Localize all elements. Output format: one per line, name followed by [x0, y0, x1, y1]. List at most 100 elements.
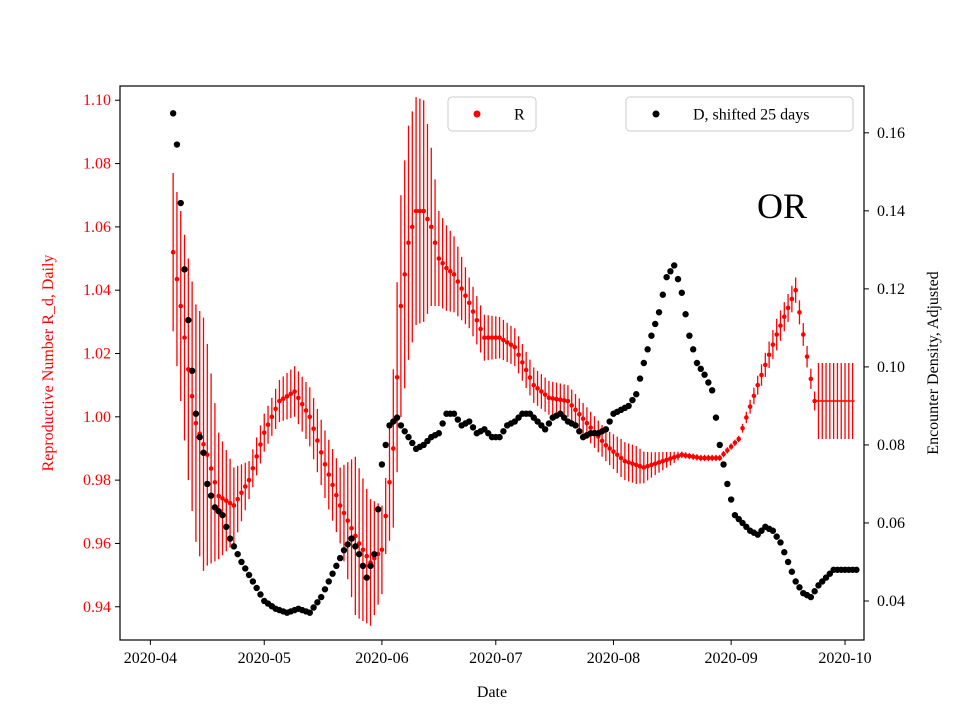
x-tick-label: 2020-07 — [469, 650, 522, 667]
d-point — [655, 309, 663, 316]
r-point — [721, 451, 726, 457]
d-point — [602, 426, 610, 433]
r-point — [580, 416, 586, 422]
x-tick-label: 2020-10 — [818, 650, 871, 667]
r-point — [345, 518, 351, 523]
r-point — [683, 453, 688, 458]
r-point — [398, 303, 404, 309]
d-point — [439, 420, 446, 427]
r-point — [246, 477, 252, 483]
d-point — [633, 391, 640, 398]
y-left-tick-label: 1.00 — [83, 409, 111, 426]
y-left-tick-label: 1.06 — [83, 219, 111, 236]
r-point — [702, 455, 707, 461]
r-point — [668, 456, 673, 461]
d-point — [405, 433, 412, 441]
r-point — [478, 326, 483, 332]
r-point — [725, 448, 730, 453]
d-point — [781, 549, 788, 556]
r-point — [360, 547, 366, 553]
r-point — [573, 407, 578, 413]
d-point — [576, 428, 583, 435]
d-point — [769, 527, 777, 534]
d-point — [606, 418, 613, 425]
d-point — [625, 402, 632, 410]
r-point — [717, 455, 723, 461]
r-point — [554, 396, 559, 402]
r-point — [406, 240, 411, 246]
d-point — [724, 480, 731, 488]
y-right-tick-label: 0.06 — [877, 515, 905, 532]
d-point — [336, 554, 344, 562]
r-point — [800, 332, 806, 337]
d-point — [321, 586, 329, 593]
legend-r: R — [447, 96, 537, 132]
d-point — [705, 379, 712, 386]
r-point — [444, 265, 449, 271]
d-point — [393, 414, 401, 421]
y-left-tick-label: 0.94 — [83, 599, 111, 616]
d-point — [663, 273, 670, 281]
d-point — [230, 543, 238, 550]
r-point — [774, 332, 779, 337]
r-point — [413, 208, 419, 214]
r-point — [747, 404, 753, 409]
r-point — [649, 462, 654, 468]
d-point — [674, 275, 682, 283]
y-left-tick-label: 0.98 — [83, 472, 111, 489]
r-point — [539, 389, 544, 394]
d-point — [541, 426, 549, 433]
r-point — [732, 440, 738, 446]
r-point — [288, 391, 294, 397]
d-point — [355, 550, 363, 558]
r-point — [417, 208, 423, 214]
d-point — [226, 535, 234, 542]
d-point — [401, 428, 408, 435]
d-point — [454, 416, 462, 423]
d-point — [784, 558, 792, 566]
d-point — [374, 506, 382, 513]
r-point — [212, 479, 218, 485]
d-point — [188, 367, 196, 375]
d-point — [693, 359, 701, 367]
d-point — [397, 422, 405, 429]
d-point — [185, 316, 192, 324]
r-point — [736, 436, 742, 442]
d-point — [853, 566, 860, 573]
d-point — [348, 535, 355, 542]
r-point — [265, 422, 271, 428]
r-point — [497, 335, 502, 340]
r-point — [690, 454, 696, 460]
d-point — [667, 268, 674, 275]
y-left-tick-label: 1.10 — [83, 92, 111, 109]
d-point — [253, 584, 260, 592]
r-point — [402, 272, 407, 277]
r-point — [239, 490, 244, 496]
r-point — [349, 525, 354, 531]
r-point — [284, 393, 290, 399]
r-point — [728, 444, 734, 449]
r-point — [493, 335, 499, 340]
d-point — [796, 584, 803, 591]
d-point — [352, 543, 359, 550]
r-point — [656, 460, 662, 465]
r-point — [455, 279, 461, 284]
d-point — [792, 578, 799, 585]
d-point — [169, 110, 177, 117]
r-point — [227, 500, 233, 506]
d-point — [716, 441, 723, 449]
d-point — [545, 420, 553, 427]
r-point — [637, 463, 643, 469]
r-point — [341, 510, 347, 516]
r-point — [671, 455, 677, 460]
r-point — [698, 455, 704, 461]
y-right-tick-label: 0.16 — [877, 125, 905, 142]
legend-r-box — [447, 96, 537, 132]
r-point — [337, 503, 343, 508]
r-point — [334, 492, 339, 498]
legend-d: D, shifted 25 days — [625, 96, 854, 132]
d-point — [572, 422, 579, 429]
y-left-tick-label: 1.04 — [83, 282, 111, 299]
d-point — [181, 266, 188, 273]
d-point — [317, 593, 325, 601]
